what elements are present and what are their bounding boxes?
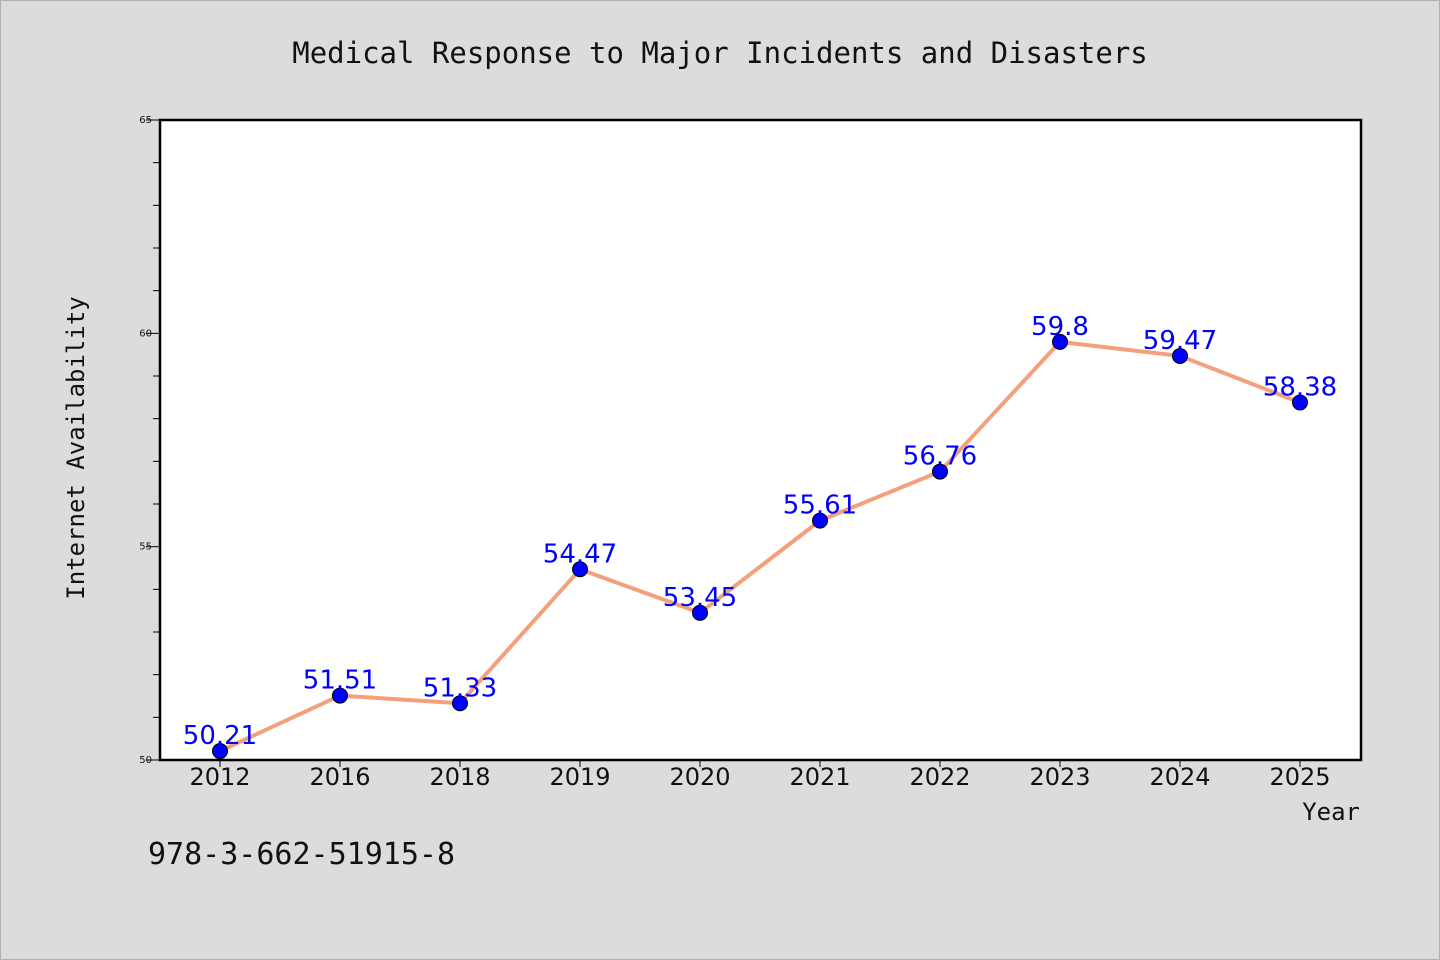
data-label: 53.45	[663, 583, 737, 613]
data-point	[572, 561, 588, 578]
y-tick-label: 55	[139, 542, 152, 553]
data-label: 51.51	[303, 666, 377, 696]
y-axis: 50 55 60 65	[139, 115, 160, 766]
data-label: 55.61	[783, 491, 857, 521]
y-tick-label: 50	[139, 755, 152, 766]
data-point	[1292, 394, 1308, 411]
y-tick-label: 60	[139, 328, 152, 339]
x-tick-label: 2020	[669, 763, 730, 791]
x-tick-label: 2016	[309, 763, 370, 791]
data-point	[692, 604, 708, 621]
data-label: 56.76	[903, 442, 977, 472]
data-point	[932, 463, 948, 480]
data-label: 50.21	[183, 721, 257, 751]
data-point	[332, 687, 348, 704]
plot-border	[158, 118, 1363, 762]
data-label: 59.8	[1031, 312, 1089, 342]
y-tick-label: 65	[139, 115, 152, 126]
data-point	[452, 695, 468, 712]
x-axis: 2012 2016 2018 2019 2020 2021 2022 2023 2024 2025	[189, 760, 1331, 791]
x-tick-label: 2012	[189, 763, 250, 791]
data-label: 51.33	[423, 673, 497, 703]
x-tick-label: 2024	[1149, 763, 1210, 791]
x-tick-label: 2018	[429, 763, 490, 791]
data-point	[812, 512, 828, 529]
data-point	[1052, 333, 1068, 350]
data-label: 54.47	[543, 539, 617, 569]
x-tick-label: 2021	[789, 763, 850, 791]
data-point	[1172, 347, 1188, 364]
series-line	[218, 339, 1302, 754]
series: 50.21 51.51 51.33 54.47 53.45 55.61 56.76 59.8 5…	[183, 312, 1337, 760]
x-axis-label: Year	[1302, 798, 1360, 826]
x-tick-label: 2025	[1269, 763, 1330, 791]
chart-title: Medical Response to Major Incidents and …	[292, 36, 1148, 70]
y-axis-label: Internet Availability	[62, 296, 90, 599]
x-tick-label: 2023	[1029, 763, 1090, 791]
x-tick-label: 2022	[909, 763, 970, 791]
data-point	[212, 743, 228, 760]
isbn-text: 978-3-662-51915-8	[148, 837, 455, 872]
data-label: 59.47	[1143, 326, 1217, 356]
plot-area	[160, 120, 1361, 760]
x-tick-label: 2019	[549, 763, 610, 791]
data-label: 58.38	[1263, 372, 1337, 402]
